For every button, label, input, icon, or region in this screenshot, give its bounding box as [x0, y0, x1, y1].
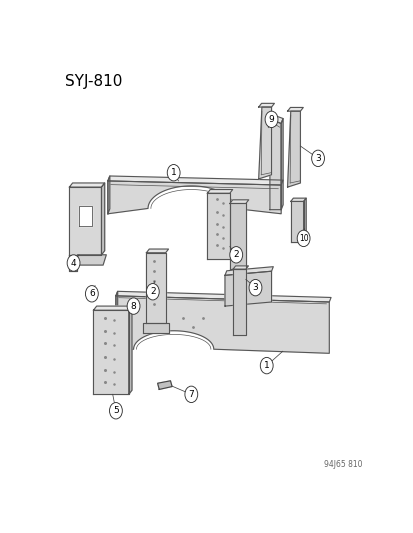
Circle shape: [67, 255, 80, 271]
Text: 3: 3: [314, 154, 320, 163]
Text: 8: 8: [131, 302, 136, 311]
Text: 5: 5: [113, 406, 119, 415]
Polygon shape: [128, 306, 132, 394]
Polygon shape: [233, 269, 245, 335]
Polygon shape: [74, 255, 106, 265]
Polygon shape: [229, 204, 245, 269]
Polygon shape: [69, 255, 77, 271]
Polygon shape: [258, 107, 271, 179]
Polygon shape: [269, 119, 280, 209]
Polygon shape: [303, 198, 306, 243]
Polygon shape: [79, 206, 92, 226]
Polygon shape: [143, 322, 169, 333]
Circle shape: [260, 358, 273, 374]
Circle shape: [264, 111, 277, 127]
Polygon shape: [233, 266, 248, 269]
Text: 6: 6: [89, 289, 95, 298]
Polygon shape: [225, 266, 273, 276]
Text: 2: 2: [150, 287, 155, 296]
Polygon shape: [116, 292, 330, 302]
Circle shape: [109, 402, 122, 419]
Polygon shape: [69, 187, 101, 255]
Polygon shape: [108, 176, 109, 214]
Polygon shape: [157, 381, 172, 390]
Circle shape: [249, 279, 261, 296]
Polygon shape: [108, 181, 280, 214]
Circle shape: [185, 386, 197, 402]
Circle shape: [297, 230, 309, 247]
Text: 10: 10: [298, 234, 308, 243]
Text: SYJ-810: SYJ-810: [64, 74, 122, 89]
Text: 9: 9: [268, 115, 274, 124]
Polygon shape: [229, 200, 248, 204]
Polygon shape: [258, 103, 274, 107]
Polygon shape: [93, 310, 128, 394]
Circle shape: [229, 247, 242, 263]
Circle shape: [127, 298, 140, 314]
Circle shape: [167, 165, 180, 181]
Text: 1: 1: [263, 361, 269, 370]
Circle shape: [146, 284, 159, 300]
Text: 3: 3: [252, 283, 258, 292]
Polygon shape: [269, 115, 282, 124]
Polygon shape: [69, 183, 104, 187]
Text: 7: 7: [188, 390, 194, 399]
Text: 4: 4: [71, 259, 76, 268]
Text: 1: 1: [171, 168, 176, 177]
Polygon shape: [146, 249, 168, 253]
Polygon shape: [93, 306, 132, 310]
Polygon shape: [280, 118, 282, 209]
Polygon shape: [116, 296, 328, 353]
Polygon shape: [116, 292, 117, 353]
Circle shape: [85, 286, 98, 302]
Polygon shape: [101, 183, 104, 255]
Polygon shape: [225, 271, 271, 306]
Polygon shape: [290, 198, 306, 201]
Text: 2: 2: [233, 251, 238, 259]
Text: 94J65 810: 94J65 810: [324, 461, 362, 470]
Circle shape: [311, 150, 324, 166]
Polygon shape: [108, 176, 282, 185]
Polygon shape: [133, 300, 138, 306]
Polygon shape: [287, 108, 303, 111]
Polygon shape: [207, 190, 232, 193]
Polygon shape: [207, 193, 229, 259]
Polygon shape: [290, 201, 303, 243]
Polygon shape: [287, 111, 300, 187]
Polygon shape: [146, 253, 165, 322]
